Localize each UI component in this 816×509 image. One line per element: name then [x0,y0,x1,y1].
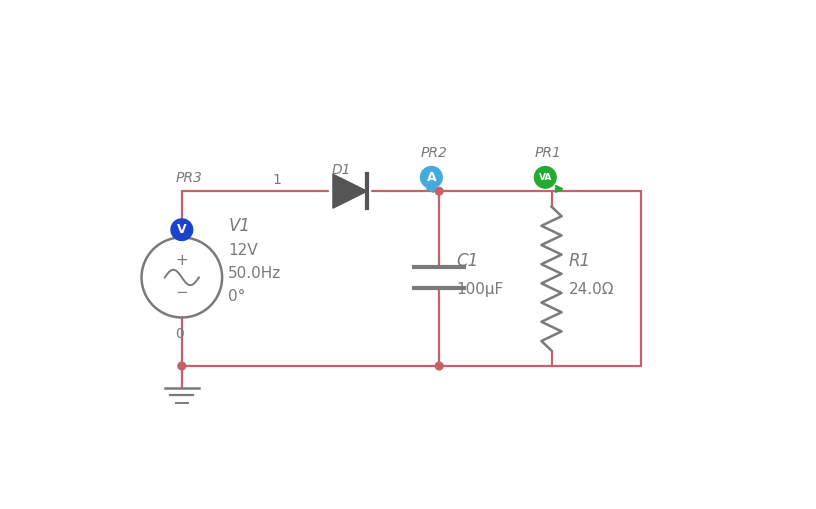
Circle shape [178,362,186,370]
Text: PR3: PR3 [175,171,202,185]
Text: 12V: 12V [228,243,258,258]
Text: 50.0Hz: 50.0Hz [228,266,282,281]
Text: R1: R1 [569,252,591,270]
Text: PR1: PR1 [534,147,561,160]
Text: −: − [175,286,188,300]
Text: V: V [177,223,187,236]
Text: PR2: PR2 [420,147,447,160]
Text: 0: 0 [175,327,184,341]
Circle shape [435,187,443,195]
Text: 1: 1 [273,174,282,187]
Circle shape [171,219,193,240]
Circle shape [534,166,557,188]
Text: C1: C1 [456,252,478,270]
Text: 0°: 0° [228,290,246,304]
Text: 24.0Ω: 24.0Ω [569,281,614,297]
Text: 100μF: 100μF [456,281,503,297]
Polygon shape [333,174,367,208]
Circle shape [420,166,442,188]
Text: A: A [427,171,437,184]
Text: D1: D1 [331,163,351,177]
Text: VA: VA [539,173,552,182]
Circle shape [435,362,443,370]
Text: +: + [175,253,188,268]
Text: V1: V1 [228,217,251,235]
